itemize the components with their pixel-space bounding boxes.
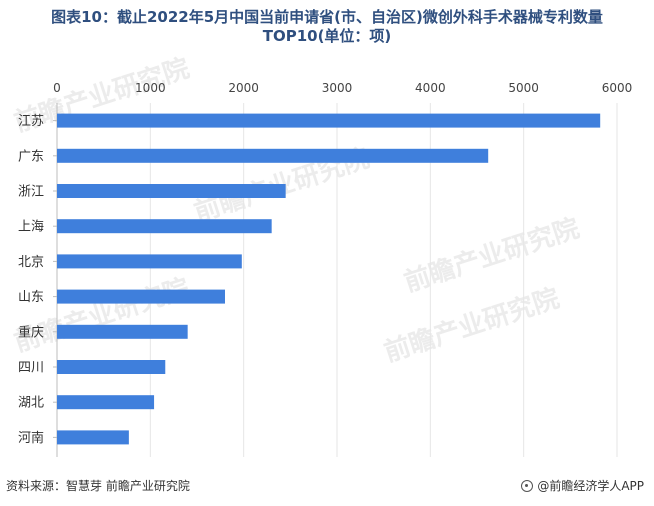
bar — [57, 184, 286, 198]
brand-footer: @前瞻经济学人APP — [521, 477, 644, 494]
chart-title-line2: TOP10(单位：项) — [262, 27, 392, 45]
x-tick-label: 5000 — [508, 81, 539, 95]
bar — [57, 360, 166, 374]
y-category-label: 河南 — [18, 430, 44, 446]
brand-logo-icon — [521, 479, 534, 492]
x-tick-label: 6000 — [602, 81, 633, 95]
y-category-label: 四川 — [18, 361, 44, 376]
x-tick-label: 2000 — [228, 81, 259, 95]
x-tick-label: 4000 — [415, 81, 446, 95]
chart-title-line1: 图表10：截止2022年5月中国当前申请省(市、自治区)微创外科手术器械专利数量 — [51, 8, 603, 26]
x-tick-label: 3000 — [322, 81, 353, 95]
source-note: 资料来源：智慧芽 前瞻产业研究院 — [6, 479, 190, 493]
bar — [57, 254, 242, 269]
bar — [57, 395, 155, 410]
x-tick-label: 1000 — [135, 81, 166, 95]
y-category-label: 重庆 — [18, 324, 44, 340]
x-tick-label: 0 — [53, 81, 61, 95]
chart-title: 图表10：截止2022年5月中国当前申请省(市、自治区)微创外科手术器械专利数量… — [0, 8, 654, 46]
brand-label: @前瞻经济学人APP — [537, 479, 644, 493]
bar — [57, 148, 489, 163]
bar — [57, 289, 225, 304]
y-category-label: 上海 — [18, 220, 44, 235]
y-category-label: 江苏 — [18, 113, 44, 129]
y-category-label: 山东 — [18, 290, 44, 305]
y-category-label: 湖北 — [18, 396, 44, 411]
y-category-label: 浙江 — [18, 185, 44, 200]
bar — [57, 219, 272, 234]
bar — [57, 430, 129, 445]
bar — [57, 324, 188, 339]
y-category-label: 广东 — [18, 149, 44, 164]
y-category-label: 北京 — [18, 255, 44, 270]
bar — [57, 113, 601, 128]
